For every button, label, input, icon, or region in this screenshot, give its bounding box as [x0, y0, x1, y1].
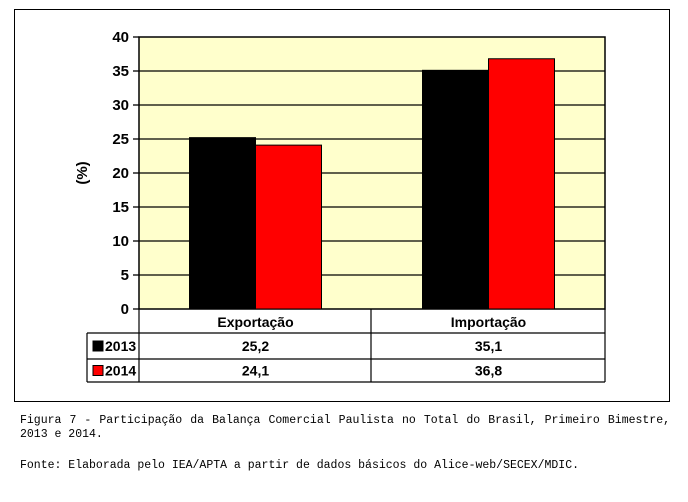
figure-caption: Figura 7 - Participação da Balança Comer… [20, 414, 670, 441]
legend-key-2014 [92, 365, 104, 376]
y-tick-label-30: 30 [112, 97, 129, 114]
data-label-2014-1: 36,8 [475, 363, 502, 379]
bar-chart: 0 5 10 15 20 25 30 35 40 (%) Exportação Importação 2… [74, 29, 606, 383]
y-tick-label-10: 10 [112, 233, 129, 250]
legend-label-2014: 2014 [105, 363, 136, 379]
data-label-2013-1: 35,1 [475, 338, 502, 354]
y-tick-label-40: 40 [112, 29, 129, 46]
y-tick-label-35: 35 [112, 63, 129, 80]
bar-2014-0 [255, 144, 322, 310]
y-tick-label-20: 20 [112, 165, 129, 182]
data-label-2014-0: 24,1 [242, 363, 269, 379]
data-label-2013-0: 25,2 [242, 338, 269, 354]
bar-2014-1 [488, 58, 555, 310]
y-tick-label-25: 25 [112, 131, 129, 148]
category-label-0: Exportação [217, 314, 293, 330]
y-tick-label-5: 5 [121, 267, 129, 284]
y-tick-label-0: 0 [121, 301, 129, 318]
bar-2013-0 [189, 137, 256, 310]
source-caption: Fonte: Elaborada pelo IEA/APTA a partir … [20, 459, 579, 472]
legend-label-2013: 2013 [105, 338, 136, 354]
chart-frame: 0 5 10 15 20 25 30 35 40 (%) Exportação Importação 2… [14, 9, 670, 402]
legend-key-2013 [92, 340, 104, 352]
y-axis-label: (%) [74, 161, 91, 184]
bar-2013-1 [422, 69, 489, 310]
category-label-1: Importação [451, 314, 526, 330]
y-tick-label-15: 15 [112, 199, 129, 216]
